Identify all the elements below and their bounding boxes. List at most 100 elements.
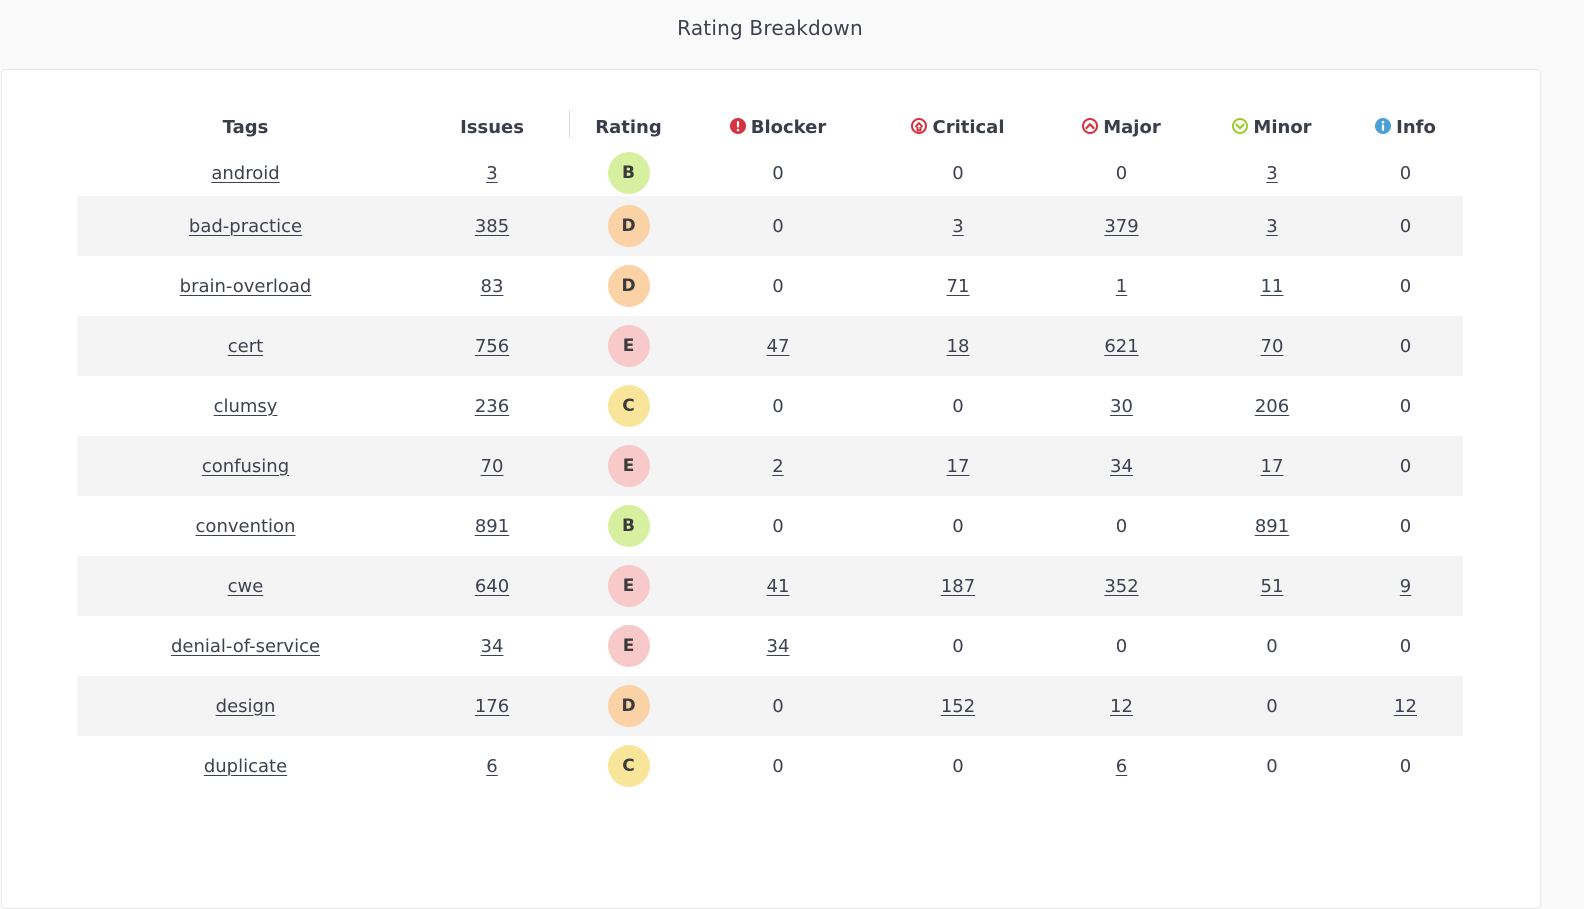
tag-link[interactable]: design	[215, 695, 276, 717]
rating-badge: C	[607, 745, 650, 787]
minor-count-link[interactable]: 11	[1260, 275, 1284, 297]
info-count: 0	[1399, 455, 1412, 477]
blocker-count-link[interactable]: 2	[772, 455, 784, 477]
tag-link[interactable]: clumsy	[213, 395, 278, 417]
issues-count-link[interactable]: 756	[474, 335, 510, 357]
critical-count-link[interactable]: 17	[946, 455, 970, 477]
minor-count-link[interactable]: 3	[1266, 162, 1278, 184]
info-count: 0	[1399, 515, 1412, 537]
critical-count: 0	[952, 395, 964, 417]
rating-badge: B	[607, 505, 650, 547]
major-count-link[interactable]: 6	[1115, 755, 1128, 777]
tag-link[interactable]: bad-practice	[188, 215, 303, 237]
blocker-count: 0	[772, 755, 784, 777]
rating-badge: D	[607, 205, 650, 247]
rating-breakdown-table: Tags Issues Rating Blocker Critical	[77, 104, 1463, 796]
info-icon	[1375, 117, 1392, 134]
minor-count-link[interactable]: 17	[1260, 455, 1284, 477]
major-count-link[interactable]: 352	[1104, 575, 1139, 597]
info-count: 0	[1399, 335, 1412, 357]
major-count-link[interactable]: 34	[1110, 455, 1133, 477]
critical-count-link[interactable]: 18	[946, 335, 970, 357]
minor-count: 0	[1266, 755, 1278, 777]
table-row: android 3 B 0 0 0 3 0	[77, 150, 1463, 196]
rating-badge: E	[607, 625, 650, 667]
tag-link[interactable]: denial-of-service	[170, 635, 321, 657]
blocker-count-link[interactable]: 47	[766, 335, 790, 357]
info-count-link[interactable]: 12	[1394, 695, 1417, 717]
major-count: 0	[1115, 162, 1128, 184]
tag-link[interactable]: confusing	[201, 455, 290, 477]
table-row: clumsy 236 C 0 0 30 206 0	[77, 376, 1463, 436]
blocker-count: 0	[772, 695, 784, 717]
critical-icon	[911, 117, 928, 134]
header-issues[interactable]: Issues	[414, 104, 570, 150]
issues-count-link[interactable]: 34	[480, 635, 504, 657]
tag-link[interactable]: convention	[195, 515, 296, 537]
rating-badge: B	[607, 152, 650, 194]
info-count-link[interactable]: 9	[1399, 575, 1412, 597]
issues-count-link[interactable]: 3	[486, 162, 498, 184]
critical-count: 0	[952, 515, 964, 537]
info-count: 0	[1399, 395, 1412, 417]
major-icon	[1082, 117, 1099, 134]
major-count: 0	[1115, 515, 1128, 537]
header-minor[interactable]: Minor	[1196, 104, 1348, 150]
critical-count-link[interactable]: 187	[940, 575, 976, 597]
issues-count-link[interactable]: 236	[474, 395, 510, 417]
issues-count-link[interactable]: 70	[480, 455, 504, 477]
blocker-count: 0	[772, 515, 784, 537]
header-tags[interactable]: Tags	[222, 116, 269, 138]
header-blocker[interactable]: Blocker	[687, 104, 869, 150]
issues-count-link[interactable]: 640	[474, 575, 510, 597]
tag-link[interactable]: android	[211, 162, 280, 184]
major-count-link[interactable]: 379	[1104, 215, 1139, 237]
table-row: duplicate 6 C 0 0 6 0 0	[77, 736, 1463, 796]
minor-count: 0	[1266, 695, 1278, 717]
tag-link[interactable]: duplicate	[203, 755, 288, 777]
issues-count-link[interactable]: 6	[486, 755, 498, 777]
header-major[interactable]: Major	[1047, 104, 1196, 150]
major-count: 0	[1115, 635, 1128, 657]
rating-badge: E	[607, 325, 650, 367]
table-row: convention 891 B 0 0 0 891 0	[77, 496, 1463, 556]
info-count: 0	[1399, 275, 1412, 297]
blocker-count-link[interactable]: 41	[766, 575, 790, 597]
critical-count-link[interactable]: 3	[952, 215, 964, 237]
info-count: 0	[1399, 635, 1412, 657]
critical-count: 0	[952, 755, 964, 777]
table-row: cwe 640 E 41 187 352 51 9	[77, 556, 1463, 616]
page-title: Rating Breakdown	[677, 16, 863, 40]
tag-link[interactable]: cert	[227, 335, 264, 357]
tag-link[interactable]: brain-overload	[179, 275, 312, 297]
header-info[interactable]: Info	[1348, 104, 1463, 150]
minor-count-link[interactable]: 70	[1260, 335, 1284, 357]
issues-count-link[interactable]: 891	[474, 515, 510, 537]
issues-count-link[interactable]: 176	[474, 695, 510, 717]
minor-count-link[interactable]: 3	[1266, 215, 1278, 237]
blocker-count: 0	[772, 162, 784, 184]
table-row: denial-of-service 34 E 34 0 0 0 0	[77, 616, 1463, 676]
blocker-count: 0	[772, 215, 784, 237]
header-rating[interactable]: Rating	[595, 116, 662, 138]
rating-badge: C	[607, 385, 650, 427]
major-count-link[interactable]: 30	[1110, 395, 1133, 417]
major-count-link[interactable]: 12	[1110, 695, 1133, 717]
rating-badge: E	[607, 445, 650, 487]
blocker-count-link[interactable]: 34	[766, 635, 790, 657]
info-count: 0	[1399, 162, 1412, 184]
critical-count-link[interactable]: 71	[946, 275, 970, 297]
minor-count-link[interactable]: 51	[1260, 575, 1284, 597]
major-count-link[interactable]: 621	[1104, 335, 1139, 357]
minor-count-link[interactable]: 891	[1254, 515, 1290, 537]
critical-count-link[interactable]: 152	[940, 695, 976, 717]
issues-count-link[interactable]: 385	[474, 215, 510, 237]
issues-count-link[interactable]: 83	[480, 275, 504, 297]
tag-link[interactable]: cwe	[227, 575, 264, 597]
rating-badge: D	[607, 685, 650, 727]
rating-badge: D	[607, 265, 650, 307]
minor-count-link[interactable]: 206	[1254, 395, 1290, 417]
header-critical[interactable]: Critical	[869, 104, 1047, 150]
major-count-link[interactable]: 1	[1115, 275, 1128, 297]
blocker-count: 0	[772, 395, 784, 417]
